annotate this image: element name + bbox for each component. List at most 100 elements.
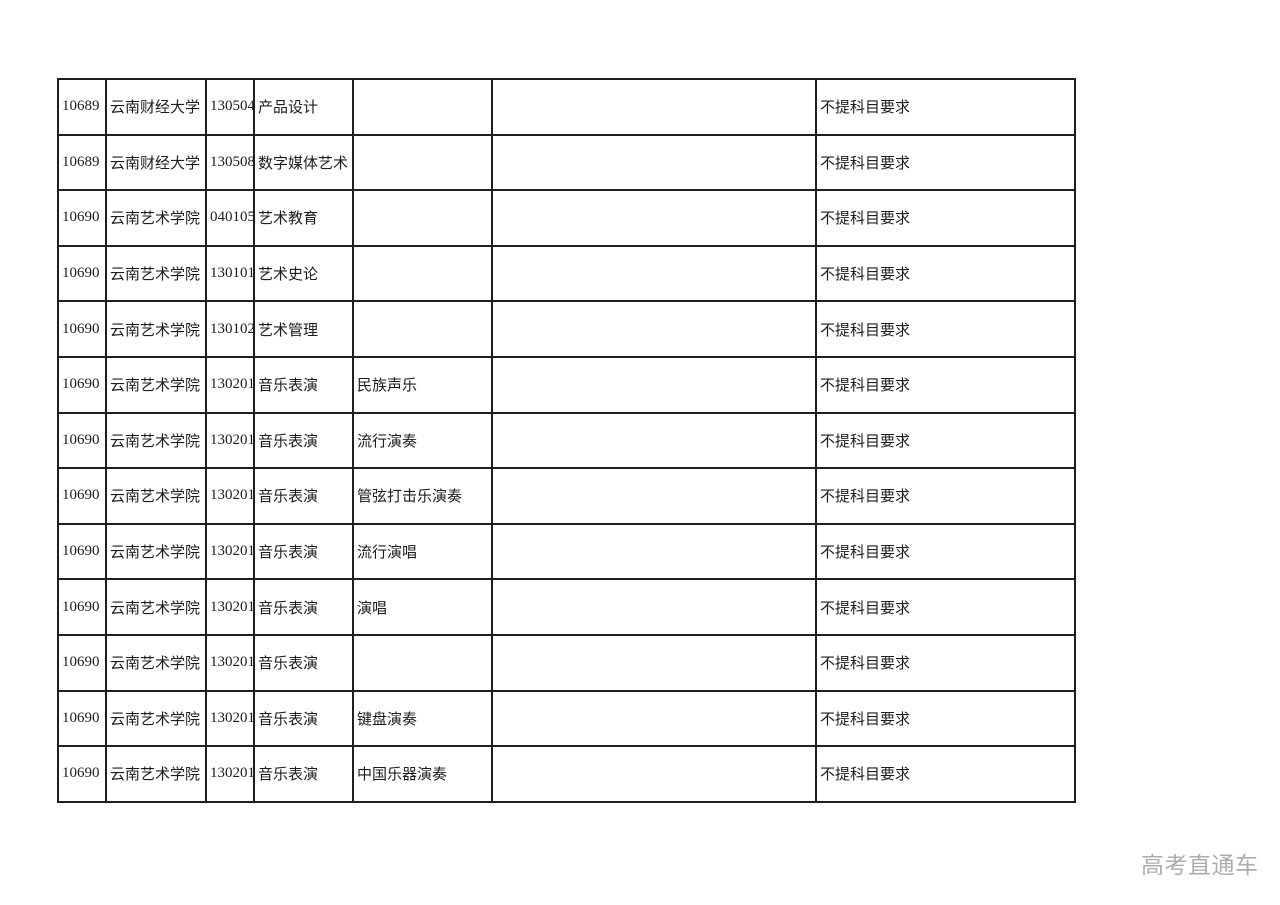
cell-major-name: 音乐表演 xyxy=(253,355,354,414)
cell-major-code: 130201 xyxy=(205,411,255,470)
cell-school-code: 10690 xyxy=(57,745,107,803)
table-row: 10690 云南艺术学院 130101 艺术史论 不提科目要求 xyxy=(57,244,1076,303)
cell-school-code: 10690 xyxy=(57,467,107,525)
cell-school-name: 云南艺术学院 xyxy=(105,522,207,581)
cell-remark xyxy=(491,244,817,303)
cell-remark xyxy=(491,522,817,581)
cell-remark xyxy=(491,300,817,358)
cell-major-name: 音乐表演 xyxy=(253,689,354,748)
cell-major-code: 130201 xyxy=(205,578,255,636)
table-row: 10690 云南艺术学院 130201 音乐表演 不提科目要求 xyxy=(57,633,1076,692)
table-row: 10690 云南艺术学院 130201 音乐表演 流行演奏 不提科目要求 xyxy=(57,411,1076,470)
cell-major-code: 130201 xyxy=(205,745,255,803)
cell-school-code: 10690 xyxy=(57,300,107,358)
cell-major-direction: 键盘演奏 xyxy=(352,689,493,748)
cell-school-code: 10690 xyxy=(57,578,107,636)
cell-major-code: 130102 xyxy=(205,300,255,358)
cell-subject-requirement: 不提科目要求 xyxy=(815,745,1076,803)
cell-remark xyxy=(491,355,817,414)
cell-remark xyxy=(491,78,817,136)
cell-subject-requirement: 不提科目要求 xyxy=(815,355,1076,414)
table-row: 10690 云南艺术学院 130201 音乐表演 流行演唱 不提科目要求 xyxy=(57,522,1076,581)
cell-major-name: 音乐表演 xyxy=(253,467,354,525)
cell-school-name: 云南艺术学院 xyxy=(105,578,207,636)
table-row: 10689 云南财经大学 130508 数字媒体艺术 不提科目要求 xyxy=(57,133,1076,192)
cell-subject-requirement: 不提科目要求 xyxy=(815,522,1076,581)
cell-major-name: 艺术史论 xyxy=(253,244,354,303)
cell-major-code: 130201 xyxy=(205,633,255,692)
cell-major-direction: 管弦打击乐演奏 xyxy=(352,467,493,525)
cell-major-direction: 流行演奏 xyxy=(352,411,493,470)
cell-major-direction: 流行演唱 xyxy=(352,522,493,581)
table-row: 10690 云南艺术学院 040105 艺术教育 不提科目要求 xyxy=(57,189,1076,247)
cell-school-name: 云南艺术学院 xyxy=(105,411,207,470)
cell-school-code: 10690 xyxy=(57,633,107,692)
cell-major-direction xyxy=(352,244,493,303)
cell-school-code: 10690 xyxy=(57,355,107,414)
cell-subject-requirement: 不提科目要求 xyxy=(815,300,1076,358)
cell-major-code: 130504 xyxy=(205,78,255,136)
cell-school-name: 云南艺术学院 xyxy=(105,244,207,303)
cell-school-code: 10690 xyxy=(57,189,107,247)
cell-major-direction xyxy=(352,633,493,692)
cell-major-name: 音乐表演 xyxy=(253,411,354,470)
cell-subject-requirement: 不提科目要求 xyxy=(815,578,1076,636)
table-row: 10690 云南艺术学院 130102 艺术管理 不提科目要求 xyxy=(57,300,1076,358)
cell-major-direction xyxy=(352,78,493,136)
cell-school-name: 云南艺术学院 xyxy=(105,633,207,692)
cell-school-code: 10690 xyxy=(57,411,107,470)
cell-remark xyxy=(491,633,817,692)
admissions-requirements-table: 10689 云南财经大学 130504 产品设计 不提科目要求 10689 云南财经大学 13… xyxy=(57,78,1076,803)
cell-school-name: 云南艺术学院 xyxy=(105,745,207,803)
cell-remark xyxy=(491,189,817,247)
cell-subject-requirement: 不提科目要求 xyxy=(815,411,1076,470)
cell-remark xyxy=(491,467,817,525)
cell-school-name: 云南财经大学 xyxy=(105,133,207,192)
cell-major-direction: 演唱 xyxy=(352,578,493,636)
cell-school-code: 10690 xyxy=(57,244,107,303)
cell-subject-requirement: 不提科目要求 xyxy=(815,133,1076,192)
table-row: 10689 云南财经大学 130504 产品设计 不提科目要求 xyxy=(57,78,1076,136)
cell-major-code: 130201 xyxy=(205,355,255,414)
cell-subject-requirement: 不提科目要求 xyxy=(815,689,1076,748)
cell-major-name: 产品设计 xyxy=(253,78,354,136)
cell-major-name: 音乐表演 xyxy=(253,578,354,636)
cell-school-name: 云南财经大学 xyxy=(105,78,207,136)
cell-remark xyxy=(491,133,817,192)
cell-major-code: 130201 xyxy=(205,467,255,525)
cell-school-code: 10689 xyxy=(57,133,107,192)
cell-school-code: 10689 xyxy=(57,78,107,136)
cell-major-direction xyxy=(352,189,493,247)
table-row: 10690 云南艺术学院 130201 音乐表演 民族声乐 不提科目要求 xyxy=(57,355,1076,414)
cell-school-name: 云南艺术学院 xyxy=(105,300,207,358)
table-row: 10690 云南艺术学院 130201 音乐表演 演唱 不提科目要求 xyxy=(57,578,1076,636)
cell-major-code: 040105 xyxy=(205,189,255,247)
cell-major-code: 130101 xyxy=(205,244,255,303)
cell-remark xyxy=(491,578,817,636)
table-row: 10690 云南艺术学院 130201 音乐表演 中国乐器演奏 不提科目要求 xyxy=(57,745,1076,803)
cell-remark xyxy=(491,689,817,748)
cell-school-code: 10690 xyxy=(57,522,107,581)
cell-major-name: 音乐表演 xyxy=(253,522,354,581)
watermark-text: 高考直通车 xyxy=(1141,853,1259,878)
table-row: 10690 云南艺术学院 130201 音乐表演 管弦打击乐演奏 不提科目要求 xyxy=(57,467,1076,525)
cell-school-name: 云南艺术学院 xyxy=(105,355,207,414)
cell-subject-requirement: 不提科目要求 xyxy=(815,244,1076,303)
cell-major-name: 艺术教育 xyxy=(253,189,354,247)
cell-major-name: 音乐表演 xyxy=(253,745,354,803)
cell-major-direction: 中国乐器演奏 xyxy=(352,745,493,803)
cell-major-name: 艺术管理 xyxy=(253,300,354,358)
cell-subject-requirement: 不提科目要求 xyxy=(815,467,1076,525)
cell-school-name: 云南艺术学院 xyxy=(105,189,207,247)
cell-school-name: 云南艺术学院 xyxy=(105,689,207,748)
cell-major-direction xyxy=(352,133,493,192)
cell-school-name: 云南艺术学院 xyxy=(105,467,207,525)
cell-subject-requirement: 不提科目要求 xyxy=(815,78,1076,136)
cell-major-direction xyxy=(352,300,493,358)
cell-major-name: 音乐表演 xyxy=(253,633,354,692)
cell-subject-requirement: 不提科目要求 xyxy=(815,189,1076,247)
cell-subject-requirement: 不提科目要求 xyxy=(815,633,1076,692)
cell-major-code: 130201 xyxy=(205,689,255,748)
cell-remark xyxy=(491,745,817,803)
